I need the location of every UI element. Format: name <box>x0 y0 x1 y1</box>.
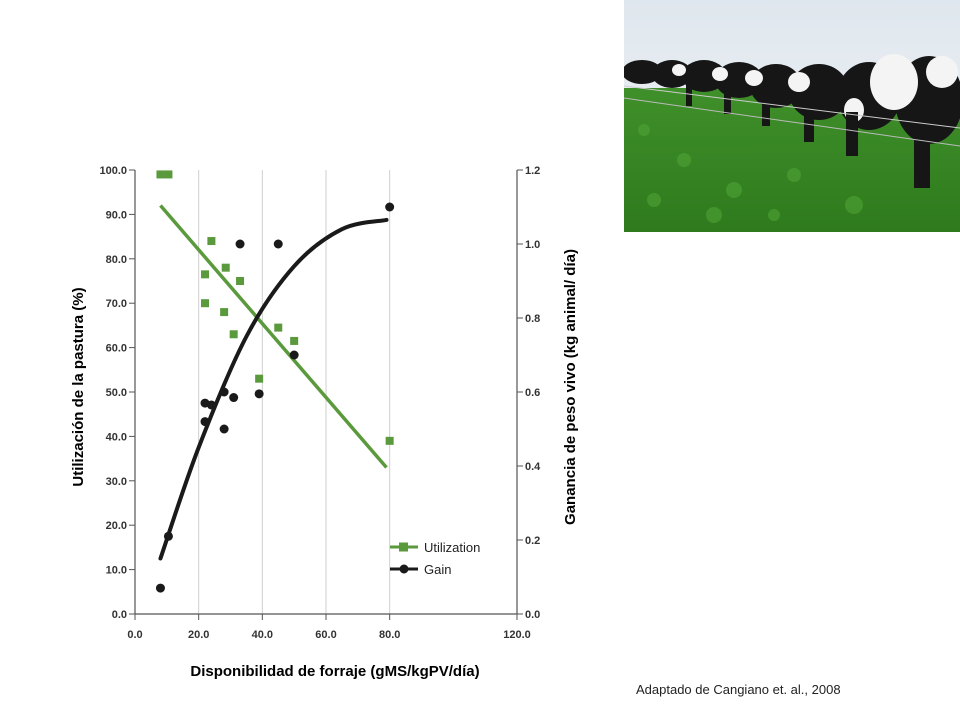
legend-utilization-marker <box>399 542 408 552</box>
legend: Utilization Gain <box>390 540 480 577</box>
y-axis-title-right: Ganancia de peso vivo (kg animal/ día) <box>562 249 579 525</box>
x-tick-label: 40.0 <box>252 629 273 641</box>
source-credit: Adaptado de Cangiano et. al., 2008 <box>636 682 841 697</box>
gain-point <box>254 389 264 399</box>
legend-utilization-label: Utilization <box>424 540 480 555</box>
y-tick-label-left: 20.0 <box>106 520 127 532</box>
utilization-point <box>201 270 210 279</box>
utilization-point <box>164 170 173 179</box>
cows-grazing-image <box>624 0 960 232</box>
utilization-point <box>274 323 283 332</box>
gain-point <box>206 400 216 410</box>
utilization-point <box>385 436 394 445</box>
legend-gain-marker <box>399 564 409 574</box>
gain-point <box>155 583 165 593</box>
y-tick-label-left: 100.0 <box>99 165 127 177</box>
y-tick-label-left: 40.0 <box>106 431 127 443</box>
chart: 0.0 10.0 20.0 30.0 40.0 50.0 60.0 70.0 80.0 90.0 1… <box>70 165 579 680</box>
legend-gain-label: Gain <box>424 562 451 577</box>
gain-point <box>229 393 239 403</box>
utilization-point <box>229 330 238 339</box>
gain-point <box>289 350 299 360</box>
x-tick-label: 0.0 <box>127 629 142 641</box>
x-tick-label: 120.0 <box>503 629 531 641</box>
utilization-point <box>255 374 264 383</box>
y-tick-label-left: 60.0 <box>106 343 127 355</box>
utilization-point <box>236 277 245 285</box>
gain-point <box>235 239 245 249</box>
utilization-point <box>156 170 165 179</box>
x-tick-label: 80.0 <box>379 629 400 641</box>
y-tick-label-right: 0.6 <box>525 387 540 399</box>
y-tick-label-right: 0.0 <box>525 609 540 621</box>
gain-point <box>200 417 210 427</box>
gain-point <box>385 202 395 212</box>
y-tick-label-left: 70.0 <box>106 298 127 310</box>
y-tick-label-left: 50.0 <box>106 387 127 399</box>
x-tick-label: 20.0 <box>188 629 209 641</box>
utilization-trend-line <box>159 204 388 469</box>
gain-point <box>219 387 229 397</box>
y-tick-label-left: 10.0 <box>106 565 127 577</box>
axes: 0.0 10.0 20.0 30.0 40.0 50.0 60.0 70.0 80.0 90.0 1… <box>99 165 541 641</box>
y-tick-label-right: 0.2 <box>525 535 540 547</box>
y-tick-label-left: 90.0 <box>106 209 127 221</box>
gain-point <box>163 531 173 541</box>
y-tick-label-right: 0.4 <box>525 461 541 473</box>
y-tick-label-right: 1.2 <box>525 165 540 177</box>
x-axis-title: Disponibilidad de forraje (gMS/kgPV/día) <box>190 663 479 680</box>
gain-point <box>219 424 229 434</box>
x-tick-label: 60.0 <box>315 629 336 641</box>
utilization-point <box>221 263 230 272</box>
plot-area <box>155 170 395 593</box>
gain-point <box>273 239 283 249</box>
y-tick-label-right: 0.8 <box>525 313 540 325</box>
cows-grazing-photo <box>624 0 960 232</box>
y-tick-label-left: 80.0 <box>106 254 127 266</box>
y-tick-label-right: 1.0 <box>525 239 540 251</box>
y-axis-title-left: Utilización de la pastura (%) <box>70 287 87 486</box>
gain-trend-curve <box>158 217 389 561</box>
utilization-point <box>220 308 229 317</box>
y-tick-label-left: 30.0 <box>106 476 127 488</box>
y-tick-label-left: 0.0 <box>112 609 127 621</box>
utilization-point <box>290 336 299 345</box>
utilization-point <box>201 299 210 308</box>
utilization-point <box>207 237 216 246</box>
